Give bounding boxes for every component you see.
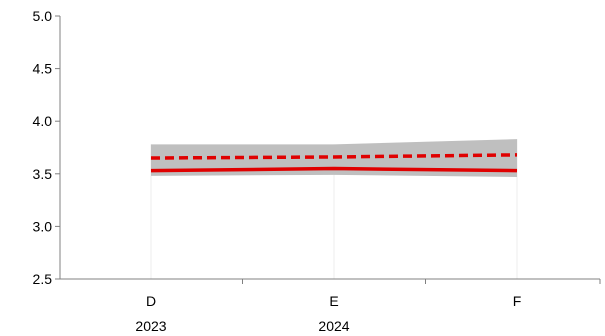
x-axis-ticks: D 2023 E 2024 F	[135, 279, 601, 334]
x-tick-label: D	[146, 293, 156, 309]
x-tick-year-label: 2024	[318, 318, 349, 334]
y-axis-ticks: 2.5 3.0 3.5 4.0 4.5 5.0	[33, 8, 60, 287]
y-tick-label: 4.0	[33, 113, 53, 129]
x-tick-label: F	[513, 293, 522, 309]
y-tick-label: 2.5	[33, 271, 53, 287]
x-tick-year-label: 2023	[135, 318, 166, 334]
plot-area	[150, 139, 518, 279]
x-tick-label: E	[329, 293, 338, 309]
y-tick-label: 4.5	[33, 61, 53, 77]
y-tick-label: 3.5	[33, 166, 53, 182]
y-tick-label: 5.0	[33, 8, 53, 24]
y-tick-label: 3.0	[33, 218, 53, 234]
